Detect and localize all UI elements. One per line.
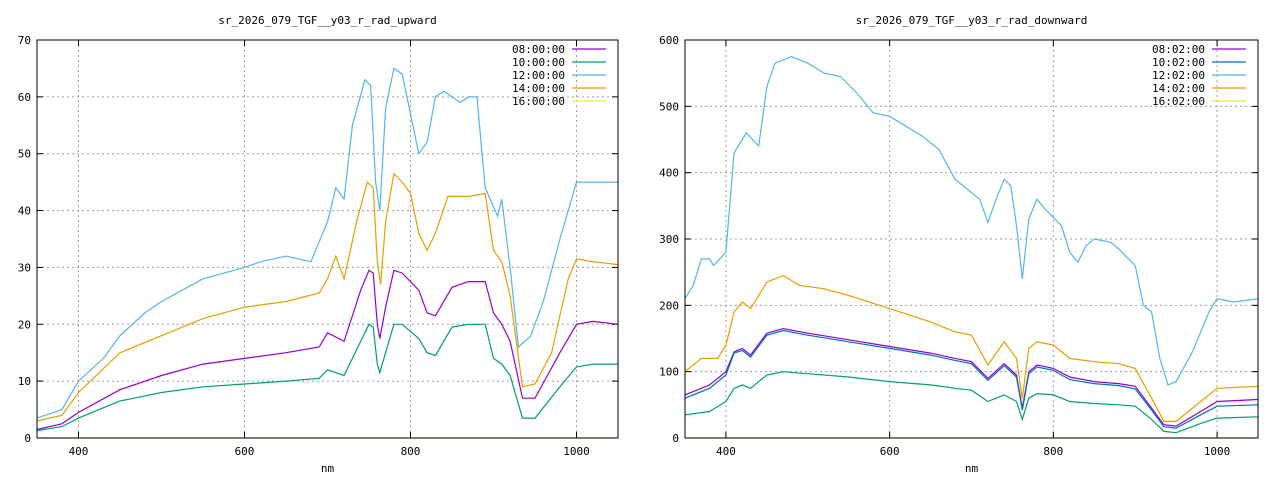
chart-title: sr_2026_079_TGF__y03_r_rad_downward bbox=[856, 14, 1088, 27]
legend-label: 16:00:00 bbox=[512, 95, 565, 108]
legend-label: 16:02:00 bbox=[1152, 95, 1205, 108]
series-line-100200 bbox=[685, 329, 1258, 429]
y-tick-label: 200 bbox=[659, 299, 679, 312]
series-line-140200 bbox=[685, 274, 1258, 422]
x-axis-label: nm bbox=[321, 462, 335, 475]
x-tick-label: 800 bbox=[1043, 445, 1063, 458]
y-tick-label: 60 bbox=[18, 91, 31, 104]
legend-label: 08:00:00 bbox=[512, 43, 565, 56]
y-tick-label: 300 bbox=[659, 233, 679, 246]
y-tick-label: 40 bbox=[18, 205, 31, 218]
series-line-080000 bbox=[37, 269, 618, 431]
legend-label: 14:00:00 bbox=[512, 82, 565, 95]
series-line-080200 bbox=[685, 327, 1258, 427]
y-tick-label: 600 bbox=[659, 34, 679, 47]
y-tick-label: 10 bbox=[18, 375, 31, 388]
x-tick-label: 600 bbox=[235, 445, 255, 458]
x-axis-label: nm bbox=[965, 462, 979, 475]
plot-frame bbox=[684, 39, 1259, 439]
plot-frame bbox=[36, 39, 619, 439]
chart-2: sr_2026_079_TGF__y03_r_rad_downward 400 60… bbox=[659, 14, 1259, 475]
x-tick-label: 600 bbox=[880, 445, 900, 458]
y-tick-label: 0 bbox=[24, 432, 31, 445]
y-tick-label: 50 bbox=[18, 148, 31, 161]
legend-label: 10:02:00 bbox=[1152, 56, 1205, 69]
legend-label: 12:02:00 bbox=[1152, 69, 1205, 82]
series-line-120000 bbox=[37, 67, 618, 419]
y-tick-label: 70 bbox=[18, 34, 31, 47]
y-tick-label: 100 bbox=[659, 366, 679, 379]
legend-label: 14:02:00 bbox=[1152, 82, 1205, 95]
series-line-unlabeled-5 bbox=[685, 371, 1258, 434]
y-tick-label: 20 bbox=[18, 318, 31, 331]
y-tick-label: 500 bbox=[659, 100, 679, 113]
x-tick-label: 400 bbox=[69, 445, 89, 458]
x-tick-label: 1000 bbox=[563, 445, 590, 458]
chart-title: sr_2026_079_TGF__y03_r_rad_upward bbox=[218, 14, 437, 27]
x-tick-label: 1000 bbox=[1204, 445, 1231, 458]
legend-label: 10:00:00 bbox=[512, 56, 565, 69]
y-tick-label: 400 bbox=[659, 167, 679, 180]
x-tick-label: 400 bbox=[716, 445, 736, 458]
legend-label: 08:02:00 bbox=[1152, 43, 1205, 56]
series-line-100000 bbox=[37, 323, 618, 432]
y-tick-label: 30 bbox=[18, 261, 31, 274]
y-tick-label: 0 bbox=[672, 432, 679, 445]
legend-label: 12:00:00 bbox=[512, 69, 565, 82]
series-line-120200 bbox=[685, 55, 1258, 386]
series-line-140000 bbox=[37, 172, 618, 422]
x-tick-label: 800 bbox=[401, 445, 421, 458]
